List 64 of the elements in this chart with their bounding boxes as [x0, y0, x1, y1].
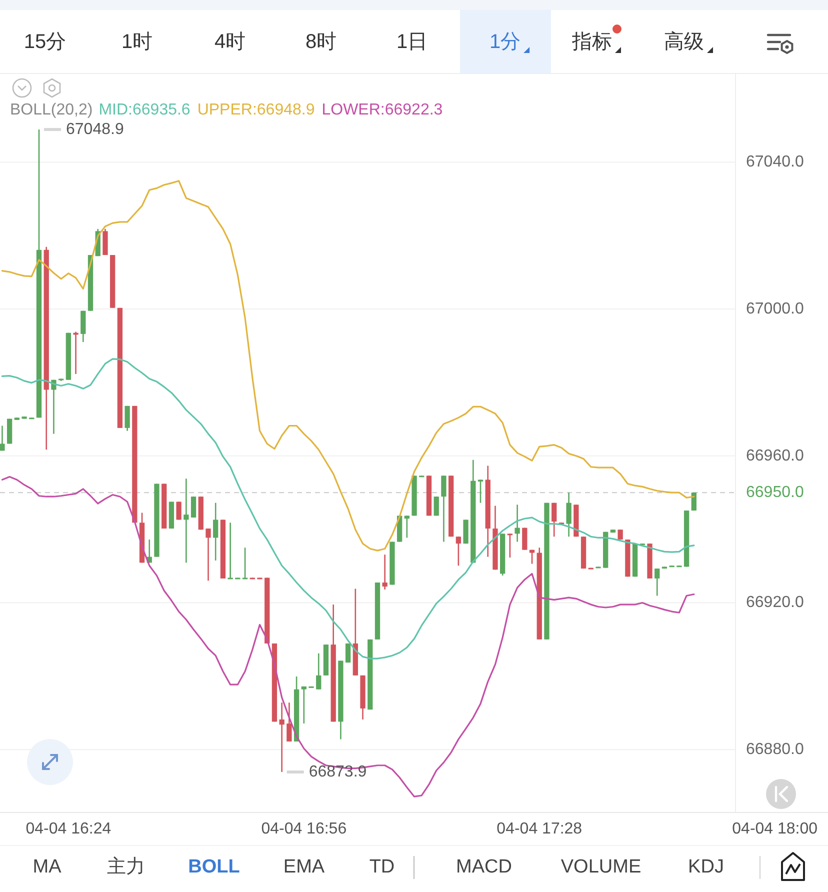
candlestick: [514, 504, 520, 542]
x-tick-label: 04-04 16:56: [261, 820, 347, 838]
candlestick: [654, 568, 660, 596]
candlestick: [102, 228, 108, 256]
candlestick: [176, 501, 182, 520]
text: 1时: [121, 31, 153, 53]
text: EMA: [283, 856, 325, 878]
candlestick: [456, 536, 462, 566]
candlestick: [0, 425, 5, 452]
candlestick: [441, 475, 446, 542]
annotation: 67048.9: [66, 120, 124, 138]
text: 15分: [24, 31, 66, 53]
text: BOLL: [188, 856, 240, 878]
line-series: [1, 476, 695, 798]
x-tick-label: 04-04 18:00: [732, 820, 818, 838]
candlestick: [213, 502, 218, 562]
candlestick: [301, 686, 306, 724]
candlestick: [529, 549, 535, 564]
candlestick: [522, 527, 528, 550]
candlestick: [478, 479, 484, 504]
annotation: 66873.9: [308, 763, 367, 780]
text: UPPER:66948.9: [197, 102, 315, 118]
text: 8时: [305, 31, 337, 53]
annotation: 66950.0: [746, 484, 804, 502]
candlestick: [566, 492, 572, 538]
candlestick: [80, 310, 86, 343]
candlestick: [190, 496, 196, 518]
text: MID:66935.6: [98, 102, 190, 118]
text: 指标: [571, 31, 612, 53]
candlestick: [206, 528, 211, 582]
text: 1日: [396, 31, 428, 53]
candlestick: [279, 702, 284, 773]
candlestick: [124, 405, 130, 432]
candlestick: [434, 496, 439, 516]
text: VOLUME: [560, 856, 642, 878]
candlestick: [242, 546, 248, 580]
line-series: [1, 358, 695, 660]
text: 4时: [214, 31, 246, 53]
y-tick-label: 66960.0: [746, 447, 804, 464]
y-tick-label: 66880.0: [746, 741, 804, 758]
text: TD: [369, 856, 395, 878]
y-tick-label: 67040.0: [746, 154, 804, 171]
candlestick: [463, 519, 468, 544]
candlestick: [184, 478, 189, 564]
y-tick-label: 67000.0: [746, 300, 804, 318]
legend-title: BOLL(20,2): [10, 102, 93, 118]
line-series: [1, 180, 695, 552]
y-tick-label: 66920.0: [746, 594, 804, 612]
text: 1分: [489, 31, 521, 53]
candlestick: [552, 502, 557, 538]
text: LOWER:66922.3: [322, 102, 443, 118]
candlestick: [382, 554, 388, 590]
candlestick: [316, 652, 322, 690]
text: KDJ: [688, 856, 724, 878]
text: 高级: [664, 30, 704, 53]
candlestick: [286, 702, 292, 742]
candlestick: [228, 522, 233, 580]
text: MA: [32, 856, 62, 878]
x-tick-label: 04-04 17:28: [496, 820, 582, 838]
x-tick-label: 04-04 16:24: [26, 820, 112, 838]
candlestick: [507, 533, 513, 558]
candlestick: [404, 515, 410, 538]
text: 主力: [107, 856, 145, 878]
text: MACD: [456, 856, 512, 878]
